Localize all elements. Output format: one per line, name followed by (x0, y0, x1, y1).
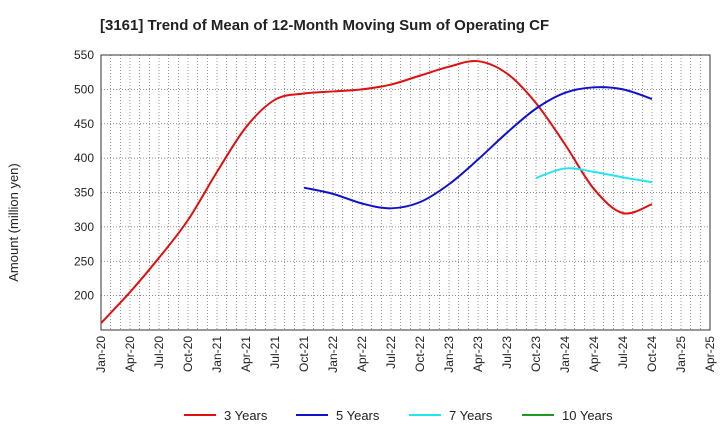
x-tick-label: Jan-21 (210, 336, 224, 373)
x-tick-label: Apr-20 (123, 336, 137, 372)
series-layer (100, 59, 653, 324)
x-tick-label: Jul-21 (268, 336, 282, 369)
y-tick-label: 350 (74, 186, 94, 200)
x-tick-label: Oct-21 (297, 336, 311, 372)
series-line-7-years (535, 167, 653, 184)
series-line-3-years (100, 59, 653, 324)
chart-title: [3161] Trend of Mean of 12-Month Moving … (100, 17, 549, 34)
y-tick-label: 200 (74, 289, 94, 303)
series-line-5-years (303, 86, 653, 210)
x-tick-label: Apr-22 (355, 336, 369, 372)
y-axis-label: Amount (million yen) (6, 163, 21, 282)
x-tick-label: Oct-24 (645, 336, 659, 372)
legend-label: 10 Years (562, 408, 613, 423)
y-tick-label: 250 (74, 254, 94, 268)
x-axis-ticks: Jan-20 Apr-20 Jul-20 Oct-20 Jan-21 Apr-21 Jul-… (94, 336, 717, 373)
y-tick-label: 550 (74, 48, 94, 62)
x-tick-label: Apr-21 (239, 336, 253, 372)
y-tick-label: 500 (74, 82, 94, 96)
x-tick-label: Jul-23 (500, 336, 514, 369)
x-tick-label: Jul-20 (152, 336, 166, 369)
plot-frame (100, 54, 711, 331)
x-tick-label: Oct-20 (181, 336, 195, 372)
x-tick-label: Jan-25 (674, 336, 688, 373)
x-tick-label: Apr-23 (471, 336, 485, 372)
x-tick-label: Oct-23 (529, 336, 543, 372)
x-tick-label: Jan-24 (558, 336, 572, 373)
x-tick-label: Jan-22 (326, 336, 340, 373)
y-tick-label: 450 (74, 117, 94, 131)
legend-label: 3 Years (224, 408, 268, 423)
y-tick-label: 400 (74, 151, 94, 165)
legend-label: 7 Years (449, 408, 493, 423)
legend-label: 5 Years (336, 408, 380, 423)
x-tick-label: Jan-23 (442, 336, 456, 373)
x-tick-label: Oct-22 (413, 336, 427, 372)
y-axis-ticks: 200 250 300 350 400 450 500 550 (74, 48, 94, 303)
x-tick-label: Jul-24 (616, 336, 630, 369)
y-tick-label: 300 (74, 220, 94, 234)
x-tick-label: Jul-22 (384, 336, 398, 369)
x-tick-label: Apr-24 (587, 336, 601, 372)
x-tick-label: Jan-20 (94, 336, 108, 373)
legend: 3 Years 5 Years 7 Years 10 Years (184, 408, 613, 423)
grid (101, 54, 710, 330)
x-tick-label: Apr-25 (703, 336, 717, 372)
